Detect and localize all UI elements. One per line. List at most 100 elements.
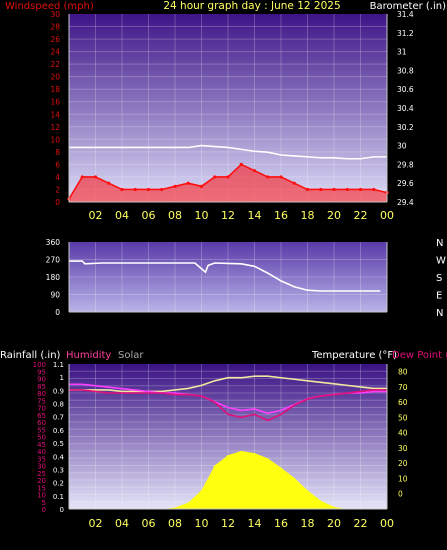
wind-tick-label: 12	[50, 123, 60, 132]
time-tick-label: 22	[354, 517, 368, 530]
humidity-tick-label: 90	[37, 376, 46, 384]
direction-panel-grid	[69, 242, 387, 312]
solar-series	[69, 451, 387, 509]
humidity-tick-label: 20	[37, 477, 46, 485]
time-tick-label: 16	[274, 209, 288, 222]
wind-tick-label: 28	[50, 23, 60, 32]
time-tick-label: 12	[221, 209, 235, 222]
wind-tick-label: 24	[50, 48, 60, 57]
wind-tick-label: 10	[50, 135, 60, 144]
humidity-tick-label: 85	[37, 383, 46, 391]
rainfall-label: Rainfall (.in)	[0, 350, 61, 361]
temperature-line	[69, 375, 387, 393]
barometer-line	[69, 144, 387, 160]
humidity-tick-label: 50	[37, 434, 46, 442]
time-tick-label: 18	[301, 517, 315, 530]
rain-tick-label: 0.3	[53, 466, 64, 474]
humidity-tick-label: 75	[37, 397, 46, 405]
humidity-tick-label: 60	[37, 419, 46, 427]
wind-tick-label: 8	[55, 148, 60, 157]
humidity-tick-label: 35	[37, 455, 46, 463]
humidity-tick-label: 65	[37, 412, 46, 420]
wind-tick-label: 0	[55, 198, 60, 207]
temperature-label: Temperature (°F)	[311, 350, 397, 361]
temperature-tick-label: 60	[398, 398, 408, 407]
humidity-tick-label: 80	[37, 390, 46, 398]
time-tick-label: 16	[274, 517, 288, 530]
time-tick-label: 08	[168, 209, 182, 222]
wind-panel-grid	[69, 14, 387, 202]
temperature-time-axis-ticks: 02 04 06 08 10 12 14 16 18 20 22 00	[89, 517, 395, 530]
temperature-tick-label: 50	[398, 413, 408, 422]
humidity-tick-label: 40	[37, 448, 46, 456]
wind-panel	[69, 14, 387, 202]
direction-degree-label: 180	[46, 273, 61, 282]
humidity-tick-label: 45	[37, 441, 46, 449]
compass-label: S	[436, 273, 442, 284]
dewpoint-label: Dew Point (	[392, 350, 447, 361]
wind-tick-label: 18	[50, 85, 60, 94]
humidity-tick-label: 10	[37, 492, 46, 500]
time-tick-label: 18	[301, 209, 315, 222]
rain-tick-label: 0	[60, 506, 64, 514]
compass-label: N	[436, 238, 443, 249]
rain-tick-label: 0.2	[53, 480, 64, 488]
time-tick-label: 06	[142, 209, 156, 222]
barometer-axis-ticks: 31.4 31.2 31 30.8 30.6 30.4 30.2 30 29.8 29.6 29.4	[397, 10, 414, 207]
time-tick-label: 02	[89, 517, 103, 530]
rain-tick-label: 0.6	[53, 427, 65, 435]
time-tick-label: 22	[354, 209, 368, 222]
rain-tick-label: 0.9	[53, 387, 64, 395]
humidity-tick-label: 55	[37, 426, 46, 434]
rain-tick-label: 1.1	[53, 361, 64, 369]
wind-time-axis-ticks: 02 04 06 08 10 12 14 16 18 20 22 00	[89, 209, 395, 222]
solar-label: Solar	[118, 350, 144, 361]
barometer-tick-label: 30.8	[397, 66, 414, 75]
direction-panel	[69, 242, 387, 312]
rain-tick-label: 0.4	[53, 453, 65, 461]
time-tick-label: 02	[89, 209, 103, 222]
time-tick-label: 08	[168, 517, 182, 530]
temperature-tick-label: 80	[398, 368, 408, 377]
time-tick-label: 14	[248, 209, 262, 222]
wind-tick-label: 4	[55, 173, 60, 182]
humidity-axis-ticks: 1009590858075706560555045403530252015105…	[33, 361, 46, 514]
dewpoint-line	[69, 389, 387, 422]
wind-tick-label: 26	[50, 35, 60, 44]
chart-title: 24 hour graph day : June 12 2025	[163, 0, 340, 12]
time-tick-label: 04	[115, 209, 129, 222]
temperature-tick-label: 30	[398, 444, 408, 453]
direction-degree-label: 0	[55, 308, 60, 317]
wind-tick-label: 2	[55, 185, 60, 194]
rain-tick-label: 1	[60, 374, 64, 382]
barometer-tick-label: 30.6	[397, 85, 414, 94]
time-tick-label: 00	[380, 517, 394, 530]
rain-tick-label: 0.5	[53, 440, 64, 448]
barometer-tick-label: 29.6	[397, 179, 414, 188]
time-tick-label: 04	[115, 517, 129, 530]
time-tick-label: 20	[327, 517, 341, 530]
rain-axis-ticks: 1.1 1 0.9 0.8 0.7 0.6 0.5 0.4 0.3 0.2 0.1 0	[53, 361, 65, 514]
compass-label: N	[436, 308, 443, 319]
windspeed-area	[69, 164, 387, 202]
barometer-tick-label: 31	[397, 48, 407, 57]
rain-tick-label: 0.8	[53, 401, 64, 409]
temperature-tick-label: 0	[398, 490, 403, 499]
wind-tick-label: 16	[50, 98, 60, 107]
humidity-tick-label: 100	[33, 361, 46, 369]
humidity-tick-label: 95	[37, 368, 46, 376]
temperature-tick-label: 40	[398, 429, 408, 438]
direction-degree-label: 360	[46, 238, 61, 247]
humidity-tick-label: 0	[42, 506, 46, 514]
temperature-tick-label: 10	[398, 474, 408, 483]
wind-tick-label: 6	[55, 160, 60, 169]
barometer-tick-label: 30.4	[397, 104, 414, 113]
humidity-tick-label: 5	[42, 499, 46, 507]
direction-degree-ticks: 360 270 180 90 0	[46, 238, 61, 317]
time-tick-label: 10	[195, 209, 209, 222]
wind-tick-label: 30	[50, 10, 60, 19]
time-tick-label: 20	[327, 209, 341, 222]
wind-tick-label: 22	[50, 60, 60, 69]
barometer-tick-label: 29.8	[397, 160, 414, 169]
